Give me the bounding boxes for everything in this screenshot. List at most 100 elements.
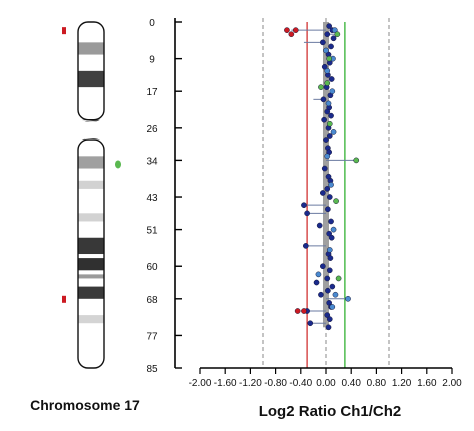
x-axis-title: Log2 Ratio Ch1/Ch2 bbox=[259, 403, 402, 420]
data-point-0-19 bbox=[326, 133, 333, 139]
x-tick-label-1: -1.60 bbox=[214, 378, 237, 389]
ideogram-band-8 bbox=[78, 274, 104, 279]
data-point-0-20 bbox=[323, 137, 329, 143]
y-tick-label-5: 43 bbox=[146, 193, 158, 204]
data-point-1-10 bbox=[326, 247, 333, 253]
y-tick-label-3: 26 bbox=[146, 124, 158, 135]
data-point-0-28 bbox=[326, 194, 333, 200]
y-tick-label-2: 17 bbox=[146, 87, 158, 98]
x-tick-label-2: -1.20 bbox=[239, 378, 262, 389]
data-point-3-0 bbox=[284, 27, 290, 33]
centromere-hatch bbox=[78, 131, 104, 136]
ideogram-marker-0 bbox=[62, 27, 66, 35]
data-point-2-1 bbox=[326, 55, 332, 62]
ideogram-marker-2 bbox=[62, 295, 66, 303]
data-point-2-2 bbox=[324, 80, 331, 86]
data-point-3-1 bbox=[292, 27, 299, 33]
data-point-0-39 bbox=[320, 263, 326, 270]
data-point-0-45 bbox=[318, 291, 324, 298]
data-point-0-30 bbox=[325, 206, 331, 213]
data-point-0-15 bbox=[324, 108, 331, 115]
x-tick-label-6: 0.40 bbox=[341, 378, 361, 389]
x-tick-label-0: -2.00 bbox=[189, 378, 212, 389]
ideogram-band-4 bbox=[78, 180, 104, 189]
y-tick-label-9: 77 bbox=[146, 331, 158, 342]
data-point-0-40 bbox=[326, 267, 333, 274]
p-arm-outline bbox=[77, 21, 105, 121]
ideogram-band-7 bbox=[78, 258, 104, 271]
ideogram-bands bbox=[78, 22, 104, 368]
ideogram-band-9 bbox=[78, 286, 104, 299]
ideogram-marker-1 bbox=[115, 160, 121, 169]
data-point-1-9 bbox=[330, 226, 337, 233]
y-tick-label-6: 51 bbox=[146, 226, 158, 237]
data-point-2-7 bbox=[335, 275, 342, 282]
data-point-0-13 bbox=[320, 96, 327, 103]
centromere-hatch bbox=[78, 128, 104, 133]
x-tick-label-3: -0.80 bbox=[264, 378, 287, 389]
data-point-0-4 bbox=[320, 39, 326, 46]
data-point-0-0 bbox=[326, 23, 332, 29]
data-point-0-36 bbox=[302, 243, 309, 249]
data-point-2-0 bbox=[334, 31, 341, 38]
chromosome-ideogram bbox=[62, 21, 121, 369]
data-point-0-5 bbox=[328, 43, 334, 50]
data-point-0-16 bbox=[328, 112, 334, 119]
data-point-3-2 bbox=[288, 31, 295, 38]
y-tick-label-8: 68 bbox=[146, 295, 158, 306]
x-tick-label-10: 2.00 bbox=[442, 378, 462, 389]
data-point-1-6 bbox=[330, 129, 337, 135]
data-point-3-4 bbox=[294, 308, 301, 314]
data-point-0-23 bbox=[321, 165, 328, 172]
data-point-0-51 bbox=[307, 320, 314, 327]
ideogram-band-3 bbox=[78, 156, 104, 169]
y-tick-label-1: 9 bbox=[149, 55, 155, 66]
data-point-0-29 bbox=[301, 202, 307, 209]
data-point-2-6 bbox=[333, 198, 339, 204]
data-point-0-42 bbox=[313, 279, 320, 286]
data-point-0-2 bbox=[324, 31, 331, 38]
data-point-0-34 bbox=[326, 230, 332, 237]
data-point-0-17 bbox=[321, 116, 327, 123]
ideogram-band-5 bbox=[78, 213, 104, 222]
data-point-1-1 bbox=[323, 47, 329, 54]
data-point-2-5 bbox=[353, 157, 360, 164]
data-point-0-52 bbox=[325, 324, 332, 331]
data-point-3-3 bbox=[301, 308, 307, 314]
data-point-0-33 bbox=[316, 222, 323, 229]
centromere-hatch bbox=[78, 122, 104, 127]
data-point-0-43 bbox=[329, 283, 336, 290]
ideogram-band-6 bbox=[78, 237, 104, 255]
x-tick-label-7: 0.80 bbox=[367, 378, 387, 389]
data-point-0-49 bbox=[324, 312, 331, 318]
data-point-0-44 bbox=[325, 287, 331, 294]
data-point-2-4 bbox=[326, 120, 333, 127]
y-tick-label-10: 85 bbox=[146, 364, 158, 375]
central-bar bbox=[323, 22, 329, 328]
chromosome-label: Chromosome 17 bbox=[30, 397, 140, 413]
centromere-hatch bbox=[78, 125, 104, 130]
data-point-0-8 bbox=[321, 63, 328, 70]
data-point-0-38 bbox=[327, 255, 334, 261]
data-point-1-3 bbox=[324, 67, 331, 74]
ideogram-band-0 bbox=[78, 42, 104, 55]
data-point-0-31 bbox=[304, 210, 310, 217]
data-point-0-50 bbox=[326, 316, 333, 323]
scatter-plot: 0 9 17 26 34 43 51 60 68 77 85 -2.00 -1.60 -1.20 -0.80… bbox=[146, 18, 462, 389]
data-point-0-3 bbox=[330, 35, 337, 42]
ideogram-band-10 bbox=[78, 315, 104, 324]
x-tick-label-4: -0.40 bbox=[289, 378, 312, 389]
x-tick-label-8: 1.20 bbox=[392, 378, 412, 389]
data-point-2-3 bbox=[318, 84, 324, 90]
data-point-1-4 bbox=[329, 88, 336, 95]
data-point-1-12 bbox=[332, 291, 339, 298]
data-point-0-26 bbox=[324, 186, 331, 192]
centromere-hatch bbox=[78, 134, 104, 139]
data-point-1-8 bbox=[328, 181, 334, 188]
data-point-1-5 bbox=[325, 100, 332, 107]
data-point-0-27 bbox=[320, 190, 326, 196]
data-point-1-13 bbox=[345, 295, 351, 302]
y-tick-label-4: 34 bbox=[146, 156, 158, 167]
q-arm-outline bbox=[77, 139, 105, 369]
